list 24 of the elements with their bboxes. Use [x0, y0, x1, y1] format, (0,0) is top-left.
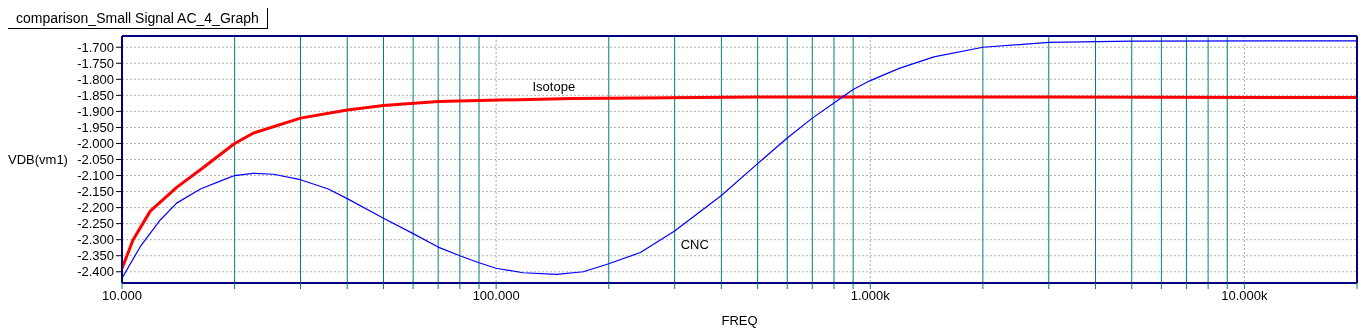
x-axis-title: FREQ — [721, 313, 758, 328]
y-tick-label: -2.100 — [77, 168, 114, 184]
x-tick-label: 100.000 — [472, 288, 520, 304]
y-tick-label: -2.300 — [77, 232, 114, 248]
y-tick-label: -2.150 — [77, 184, 114, 200]
y-tick-label: -1.750 — [77, 55, 114, 71]
y-tick-label: -1.700 — [77, 39, 114, 55]
x-tick-label: 10.000 — [102, 288, 142, 304]
y-tick-label: -1.900 — [77, 104, 114, 119]
x-tick-label: 10.000k — [1221, 288, 1269, 304]
x-tick-label: 1.000k — [850, 288, 891, 304]
y-tick-label: -1.850 — [77, 87, 114, 103]
y-tick-label: -2.050 — [77, 152, 114, 168]
series-label: CNC — [680, 237, 709, 253]
series-label: Isotope — [532, 78, 576, 94]
y-tick-label: -2.250 — [77, 216, 114, 232]
y-tick-label: -2.400 — [77, 264, 114, 280]
y-tick-label: -2.200 — [77, 200, 114, 216]
y-tick-label: -1.800 — [77, 71, 114, 87]
y-tick-label: -1.950 — [77, 120, 114, 136]
y-tick-label: -2.000 — [77, 136, 114, 152]
chart-title: comparison_Small Signal AC_4_Graph — [8, 8, 268, 29]
y-axis-title: VDB(vm1) — [8, 152, 68, 168]
y-tick-label: -2.350 — [77, 248, 114, 264]
